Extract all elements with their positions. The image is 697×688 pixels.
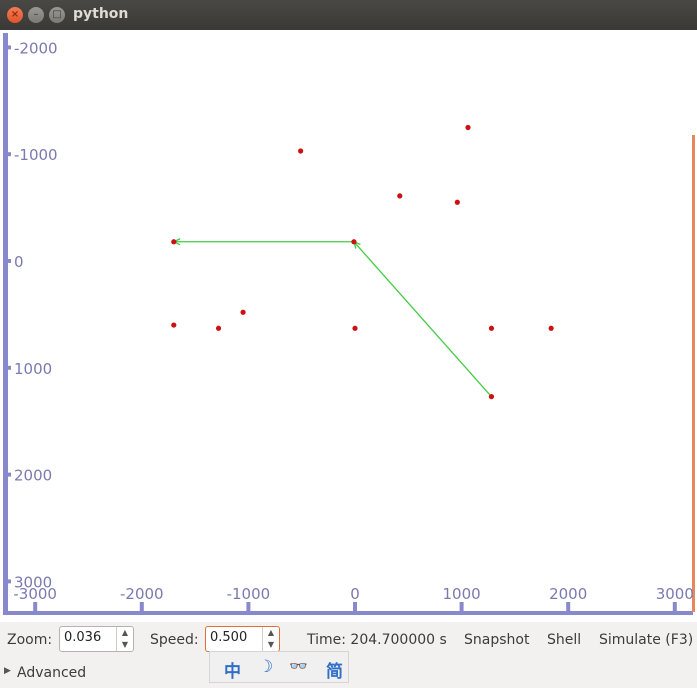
simulate-button[interactable]: Simulate (F3) <box>599 632 694 648</box>
y-tick-mark <box>3 45 11 50</box>
y-tick-label: 2000 <box>14 467 52 485</box>
close-icon[interactable]: × <box>7 7 23 23</box>
x-tick-mark <box>139 602 144 612</box>
snapshot-button[interactable]: Snapshot <box>464 632 530 648</box>
y-axis-line <box>3 33 8 613</box>
zoom-down-icon[interactable]: ▼ <box>121 640 129 649</box>
zoom-label: Zoom: <box>7 632 53 648</box>
waypoint-marker[interactable] <box>488 325 495 331</box>
speed-spinbox[interactable]: ▲ ▼ <box>205 626 280 652</box>
x-tick-label: -2000 <box>120 585 164 603</box>
waypoint-marker[interactable] <box>240 309 246 315</box>
waypoint-marker[interactable] <box>171 239 177 245</box>
ime-chinese-mode-icon[interactable]: 中 <box>224 662 241 682</box>
x-tick-label: 3000 <box>656 585 694 603</box>
y-tick-mark <box>3 579 11 584</box>
speed-up-icon[interactable]: ▲ <box>267 628 275 637</box>
y-tick-mark <box>3 259 11 263</box>
x-tick-label: 1000 <box>443 585 481 603</box>
ime-halfwidth-icon[interactable]: ☽ <box>258 657 274 677</box>
waypoint-marker[interactable] <box>171 322 177 328</box>
speed-down-icon[interactable]: ▼ <box>267 640 275 649</box>
x-tick-label: -1000 <box>227 585 271 603</box>
waypoint-marker[interactable] <box>488 394 495 400</box>
shell-button[interactable]: Shell <box>547 632 582 648</box>
input-method-toolbar: 中 ☽ 👓 简 <box>209 651 349 683</box>
time-readout: Time: 204.700000 s <box>307 632 447 648</box>
maximize-icon[interactable]: □ <box>49 7 65 23</box>
x-tick-mark <box>33 602 38 612</box>
zoom-spinbox[interactable]: ▲ ▼ <box>59 626 134 652</box>
y-tick-mark <box>3 152 11 157</box>
title-bar: × – □ python <box>0 0 697 30</box>
speed-stepper[interactable]: ▲ ▼ <box>262 627 279 651</box>
y-tick-label: 1000 <box>14 360 52 378</box>
waypoint-marker[interactable] <box>548 325 554 331</box>
x-tick-mark <box>672 602 677 612</box>
y-tick-mark <box>3 472 11 477</box>
control-bar: Zoom: ▲ ▼ Speed: ▲ ▼ Time: 204.700000 s … <box>0 622 697 688</box>
x-tick-mark <box>246 602 251 612</box>
x-tick-label: 0 <box>350 585 360 603</box>
waypoint-marker[interactable] <box>397 193 403 199</box>
minimize-icon[interactable]: – <box>28 7 44 23</box>
zoom-stepper[interactable]: ▲ ▼ <box>116 627 133 651</box>
waypoint-marker[interactable] <box>465 124 471 131</box>
zoom-up-icon[interactable]: ▲ <box>121 628 129 637</box>
waypoint-marker[interactable] <box>298 148 304 154</box>
x-tick-label: 2000 <box>549 585 587 603</box>
waypoint-marker[interactable] <box>215 325 222 331</box>
window-title: python <box>73 6 129 22</box>
x-tick-mark <box>353 602 357 612</box>
x-tick-mark <box>459 602 464 612</box>
ime-punctuation-icon[interactable]: 👓 <box>289 657 308 675</box>
expander-arrow-icon[interactable]: ▶ <box>4 666 11 676</box>
plot-background <box>0 30 697 622</box>
right-boundary-line <box>692 135 695 612</box>
speed-input[interactable] <box>210 630 260 645</box>
x-tick-mark <box>566 602 571 612</box>
y-tick-mark <box>3 365 11 370</box>
y-tick-label: 0 <box>14 253 24 271</box>
x-tick-label: -3000 <box>13 585 57 603</box>
ime-simplified-icon[interactable]: 简 <box>326 662 343 682</box>
y-tick-label: -2000 <box>14 39 58 57</box>
advanced-expander[interactable]: Advanced <box>17 665 87 681</box>
waypoint-marker[interactable] <box>352 325 358 331</box>
x-axis-line <box>3 611 693 615</box>
y-tick-label: 3000 <box>14 573 52 591</box>
zoom-input[interactable] <box>64 630 114 645</box>
speed-label: Speed: <box>150 632 199 648</box>
waypoint-marker[interactable] <box>351 239 357 245</box>
waypoint-marker[interactable] <box>454 199 460 205</box>
y-tick-label: -1000 <box>14 146 58 164</box>
